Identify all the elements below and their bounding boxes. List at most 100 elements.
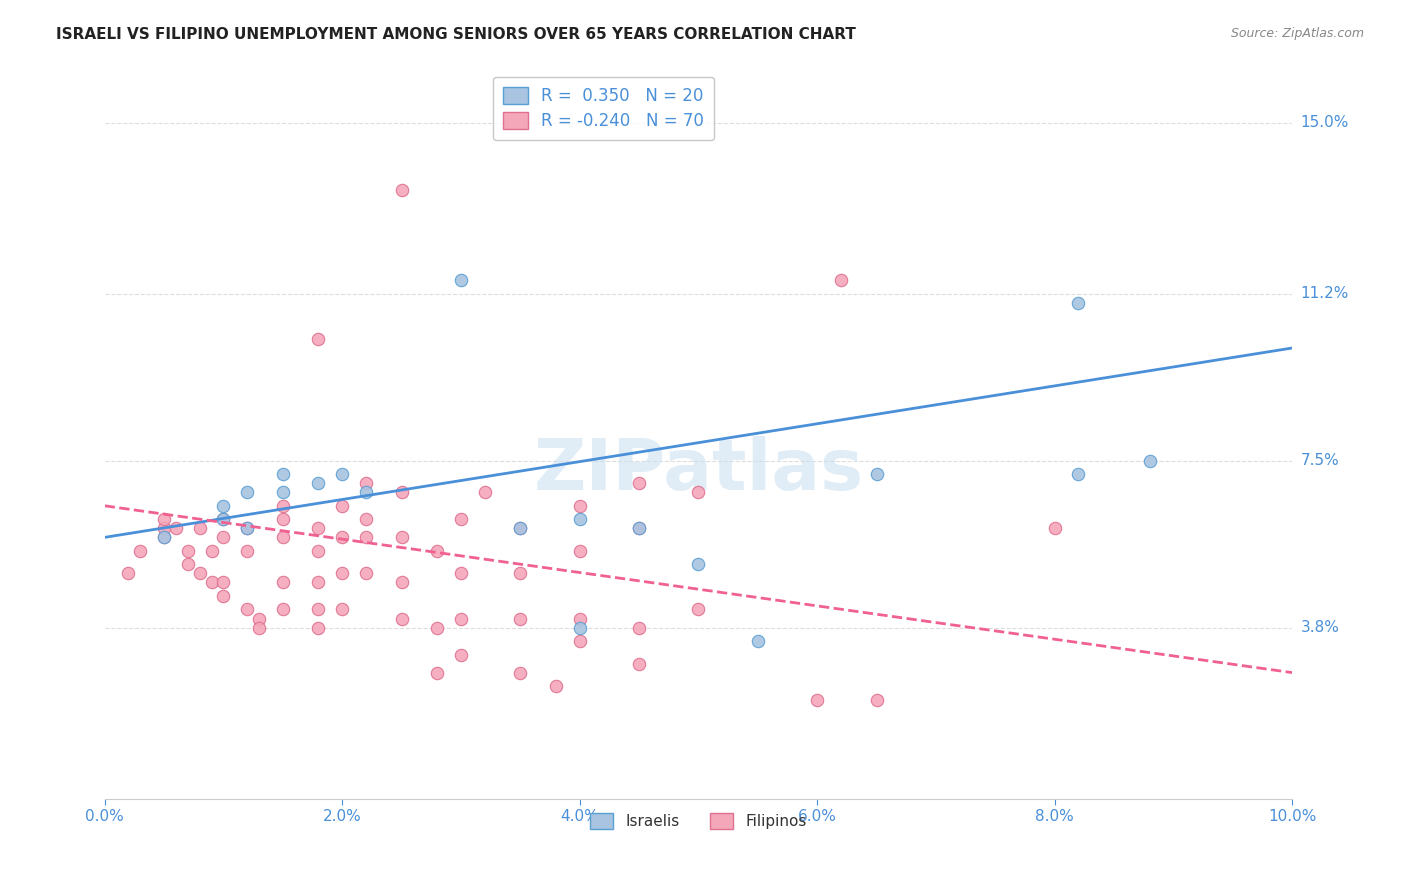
Text: ZIPatlas: ZIPatlas [533,435,863,505]
Point [236,485,259,500]
Point [236,521,259,535]
Point [426,665,449,680]
Point [188,521,211,535]
Point [450,566,472,581]
Point [509,665,531,680]
Point [426,544,449,558]
Point [212,575,235,590]
Point [688,558,710,572]
Point [354,530,377,544]
Point [354,485,377,500]
Point [450,512,472,526]
Point [1067,467,1090,482]
Point [568,611,591,625]
Point [212,512,235,526]
Point [1139,454,1161,468]
Point [568,620,591,634]
Point [330,602,353,616]
Point [354,476,377,491]
Point [391,575,413,590]
Point [330,467,353,482]
Point [450,273,472,287]
Point [830,273,852,287]
Point [236,521,259,535]
Point [307,620,329,634]
Point [627,521,650,535]
Text: 3.8%: 3.8% [1301,620,1340,635]
Point [212,499,235,513]
Point [1043,521,1066,535]
Point [212,589,235,603]
Point [330,499,353,513]
Point [509,521,531,535]
Point [307,602,329,616]
Point [391,485,413,500]
Point [200,575,222,590]
Point [271,499,294,513]
Point [117,566,139,581]
Point [307,476,329,491]
Point [509,521,531,535]
Point [271,575,294,590]
Text: Source: ZipAtlas.com: Source: ZipAtlas.com [1230,27,1364,40]
Point [153,530,176,544]
Point [450,648,472,662]
Point [165,521,187,535]
Point [426,620,449,634]
Point [330,530,353,544]
Text: 11.2%: 11.2% [1301,286,1348,301]
Text: 7.5%: 7.5% [1301,453,1339,468]
Point [1067,296,1090,310]
Point [236,544,259,558]
Point [212,530,235,544]
Point [688,485,710,500]
Point [307,521,329,535]
Point [474,485,496,500]
Point [568,544,591,558]
Point [568,499,591,513]
Point [212,512,235,526]
Point [271,512,294,526]
Point [509,566,531,581]
Point [153,521,176,535]
Point [153,530,176,544]
Point [188,566,211,581]
Point [354,566,377,581]
Point [627,620,650,634]
Text: ISRAELI VS FILIPINO UNEMPLOYMENT AMONG SENIORS OVER 65 YEARS CORRELATION CHART: ISRAELI VS FILIPINO UNEMPLOYMENT AMONG S… [56,27,856,42]
Point [544,679,567,693]
Point [177,544,200,558]
Point [568,512,591,526]
Point [865,467,887,482]
Point [627,657,650,671]
Point [271,467,294,482]
Point [271,485,294,500]
Point [153,512,176,526]
Point [177,558,200,572]
Point [200,544,222,558]
Point [865,692,887,706]
Point [330,566,353,581]
Point [450,611,472,625]
Point [271,602,294,616]
Point [568,634,591,648]
Point [129,544,152,558]
Point [391,611,413,625]
Point [236,602,259,616]
Point [806,692,828,706]
Point [391,530,413,544]
Point [307,575,329,590]
Point [391,183,413,197]
Point [627,521,650,535]
Point [688,602,710,616]
Point [307,544,329,558]
Point [271,530,294,544]
Text: 15.0%: 15.0% [1301,115,1348,130]
Point [247,611,270,625]
Point [354,512,377,526]
Legend: Israelis, Filipinos: Israelis, Filipinos [583,806,813,835]
Point [247,620,270,634]
Point [509,611,531,625]
Point [747,634,769,648]
Point [307,332,329,346]
